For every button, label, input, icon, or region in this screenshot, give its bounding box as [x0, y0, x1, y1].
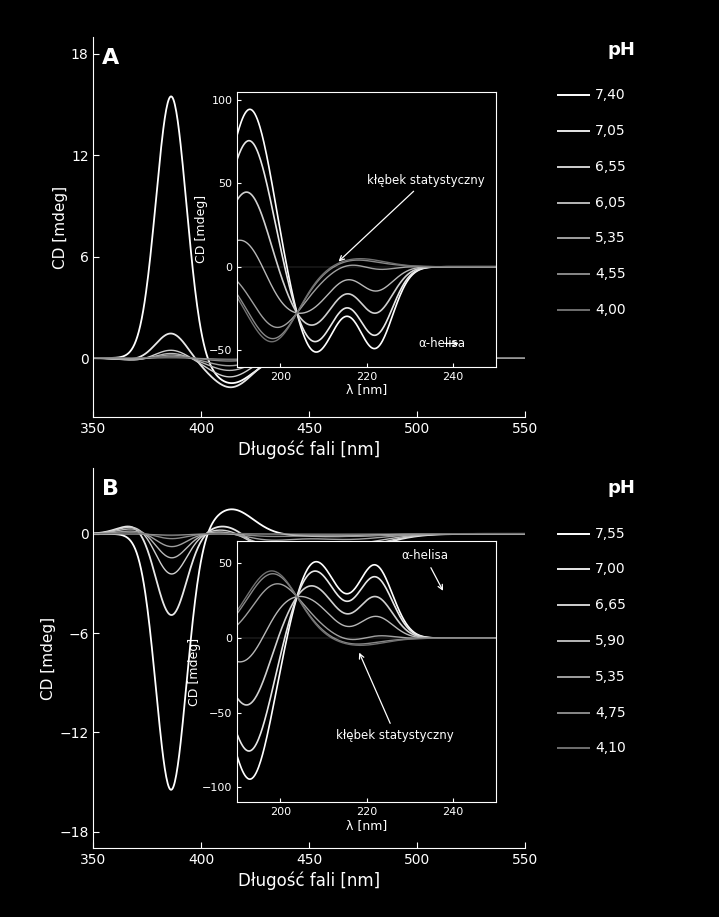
Text: kłębek statystyczny: kłębek statystyczny — [339, 173, 485, 260]
Y-axis label: CD [mdeg]: CD [mdeg] — [195, 195, 208, 263]
Text: 4,75: 4,75 — [595, 705, 626, 720]
Text: kłębek statystyczny: kłębek statystyczny — [336, 654, 454, 742]
Text: pH: pH — [608, 479, 636, 497]
X-axis label: Długość fali [nm]: Długość fali [nm] — [238, 871, 380, 889]
Text: α-helisa: α-helisa — [418, 337, 465, 350]
Text: 4,55: 4,55 — [595, 267, 626, 282]
Text: 6,55: 6,55 — [595, 160, 626, 174]
Text: 6,05: 6,05 — [595, 195, 626, 210]
Text: pH: pH — [608, 40, 636, 59]
Text: A: A — [102, 48, 119, 68]
Text: B: B — [102, 479, 119, 499]
Text: 5,35: 5,35 — [595, 231, 626, 246]
Text: 7,40: 7,40 — [595, 88, 626, 103]
X-axis label: Długość fali [nm]: Długość fali [nm] — [238, 440, 380, 458]
Text: α-helisa: α-helisa — [401, 549, 448, 590]
X-axis label: λ [nm]: λ [nm] — [346, 819, 388, 832]
Text: 4,10: 4,10 — [595, 741, 626, 756]
Text: 7,00: 7,00 — [595, 562, 626, 577]
Y-axis label: CD [mdeg]: CD [mdeg] — [53, 185, 68, 269]
Text: 5,35: 5,35 — [595, 669, 626, 684]
Text: 5,90: 5,90 — [595, 634, 626, 648]
Y-axis label: CD [mdeg]: CD [mdeg] — [42, 616, 57, 700]
Text: 7,55: 7,55 — [595, 526, 626, 541]
Text: 4,00: 4,00 — [595, 303, 626, 317]
Text: 6,65: 6,65 — [595, 598, 626, 613]
Text: 7,05: 7,05 — [595, 124, 626, 138]
X-axis label: λ [nm]: λ [nm] — [346, 383, 388, 396]
Y-axis label: CD [mdeg]: CD [mdeg] — [188, 637, 201, 706]
